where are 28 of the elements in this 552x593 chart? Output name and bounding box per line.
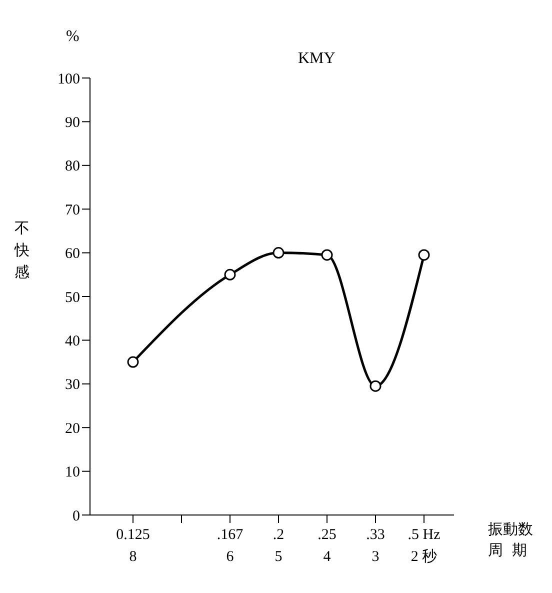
y-tick-label: 10 xyxy=(65,464,80,481)
point xyxy=(321,249,333,261)
y-axis-title: 不快感 xyxy=(13,220,30,283)
chart-title: KMY xyxy=(298,50,336,68)
text: % xyxy=(66,28,80,46)
point xyxy=(224,268,236,280)
y-tick-label: 40 xyxy=(65,334,80,350)
x-tick-label: .33 3 xyxy=(366,527,385,565)
point xyxy=(272,247,284,259)
y-tick-label: 80 xyxy=(65,158,80,175)
y-tick-label: 0 xyxy=(72,508,80,524)
y-tick-label: 50 xyxy=(65,290,80,306)
point xyxy=(418,249,430,261)
x-tick-label: .25 4 xyxy=(318,527,336,565)
text: 周期 xyxy=(488,542,536,560)
point xyxy=(127,356,139,368)
y-tick-label: 100 xyxy=(58,71,80,88)
x-tick-label: .2 5 xyxy=(272,527,284,565)
y-tick-label: 60 xyxy=(65,246,80,262)
y-tick-label: 90 xyxy=(65,115,80,132)
y-tick-label: 30 xyxy=(65,377,80,394)
x-axis-title: 振動数 xyxy=(488,521,533,540)
y-tick-label: 70 xyxy=(65,202,80,218)
point xyxy=(370,380,382,392)
x-tick-label: .167 6 xyxy=(216,527,244,565)
x-tick-label: 0.125 8 xyxy=(116,527,150,565)
y-tick-label: 20 xyxy=(65,420,80,437)
x-tick-label: .5 Hz 2 秒 xyxy=(408,527,441,565)
